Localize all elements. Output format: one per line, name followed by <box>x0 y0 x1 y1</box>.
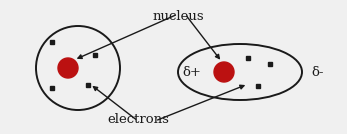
Circle shape <box>58 58 78 78</box>
Text: nucleus: nucleus <box>152 10 204 23</box>
Text: δ+: δ+ <box>183 66 202 79</box>
Text: electrons: electrons <box>107 113 169 126</box>
Circle shape <box>214 62 234 82</box>
Text: δ-: δ- <box>312 66 324 79</box>
